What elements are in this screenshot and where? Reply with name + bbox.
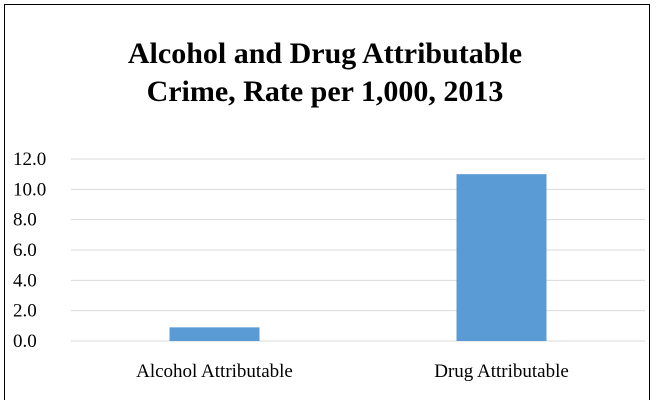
bar-alcohol-attributable bbox=[169, 327, 260, 341]
chart-title-line-2: Crime, Rate per 1,000, 2013 bbox=[147, 75, 504, 108]
x-category-label: Drug Attributable bbox=[434, 361, 569, 382]
y-tick-label: 6.0 bbox=[13, 240, 37, 261]
bar-chart: Alcohol and Drug Attributable Crime, Rat… bbox=[13, 37, 645, 382]
y-tick-label: 10.0 bbox=[13, 179, 46, 200]
y-tick-label: 2.0 bbox=[13, 301, 37, 322]
y-tick-label: 4.0 bbox=[13, 270, 37, 291]
y-tick-label: 8.0 bbox=[13, 210, 37, 231]
chart-frame: Alcohol and Drug Attributable Crime, Rat… bbox=[4, 4, 650, 400]
y-tick-label: 0.0 bbox=[13, 331, 37, 352]
x-axis-category-labels: Alcohol Attributable Drug Attributable bbox=[136, 361, 569, 382]
y-axis-ticks: 0.0 2.0 4.0 6.0 8.0 10.0 12.0 bbox=[13, 149, 46, 352]
y-tick-label: 12.0 bbox=[13, 149, 46, 170]
chart-title-line-1: Alcohol and Drug Attributable bbox=[128, 37, 522, 70]
gridlines bbox=[71, 158, 645, 342]
x-category-label: Alcohol Attributable bbox=[136, 361, 293, 382]
bar-drug-attributable bbox=[456, 174, 547, 341]
bars bbox=[169, 174, 547, 341]
